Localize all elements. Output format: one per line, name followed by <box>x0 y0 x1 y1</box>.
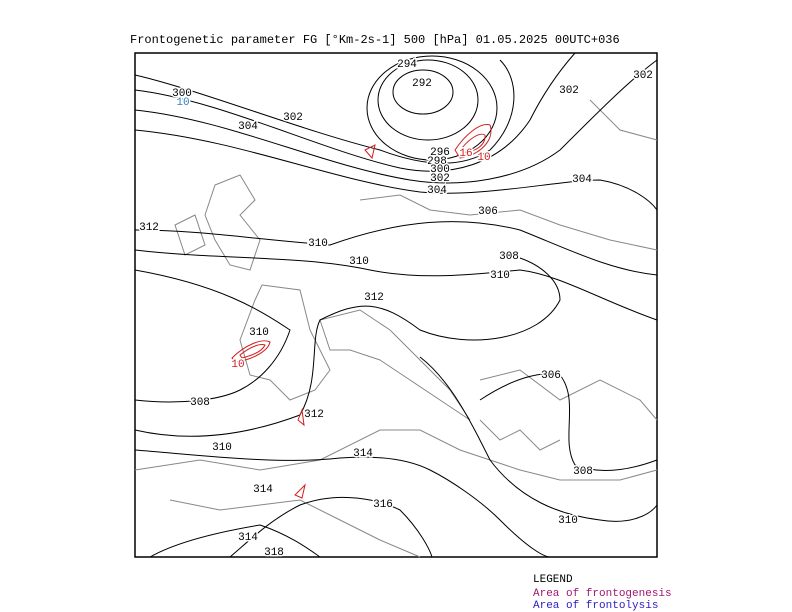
contour-label: 10 <box>176 97 189 109</box>
contour-label: 314 <box>253 484 273 496</box>
legend-title: LEGEND <box>533 574 573 586</box>
contour-label: 310 <box>490 270 510 282</box>
contour-label: 306 <box>541 370 561 382</box>
frontogenesis-areas <box>231 124 492 499</box>
contour-label: 302 <box>559 85 579 97</box>
contour-label: 306 <box>478 206 498 218</box>
contour-label: 304 <box>238 121 258 133</box>
contour-label: 302 <box>633 70 653 82</box>
contour-label: 310 <box>308 238 328 250</box>
contour-label: 308 <box>190 397 210 409</box>
map-title: Frontogenetic parameter FG [°Km-2s-1] 50… <box>130 33 620 47</box>
coastlines <box>134 99 658 558</box>
contour-label: 304 <box>572 174 592 186</box>
contour-label: 300 <box>172 88 192 100</box>
contour-label: 296 <box>430 147 450 159</box>
contour-label: 300 <box>430 164 450 176</box>
contour-label: 292 <box>412 78 432 90</box>
contour-label: 314 <box>353 448 373 460</box>
contour-label: 302 <box>283 112 303 124</box>
contour-label: 310 <box>249 327 269 339</box>
contour-label: 310 <box>558 515 578 527</box>
contour-label: 298 <box>427 156 447 168</box>
map-frame <box>134 52 658 558</box>
contour-label: 312 <box>139 222 159 234</box>
contour-label: 10 <box>477 152 490 164</box>
isohypses <box>134 52 658 558</box>
contour-label: 314 <box>238 532 258 544</box>
contour-label: 10 <box>231 359 244 371</box>
contour-label: 16 <box>459 148 472 160</box>
contour-label: 312 <box>304 409 324 421</box>
legend-item: Area of frontogenesis <box>533 588 672 600</box>
contour-label: 294 <box>397 59 417 71</box>
contour-label: 312 <box>364 292 384 304</box>
legend-item: Area of frontolysis <box>533 600 658 612</box>
contour-label: 308 <box>499 251 519 263</box>
contour-label: 316 <box>373 499 393 511</box>
contour-label: 308 <box>573 466 593 478</box>
contour-label: 310 <box>349 256 369 268</box>
contour-label: 302 <box>430 173 450 185</box>
contour-label: 310 <box>212 442 232 454</box>
contour-label: 318 <box>264 547 284 559</box>
contour-label: 304 <box>427 185 447 197</box>
